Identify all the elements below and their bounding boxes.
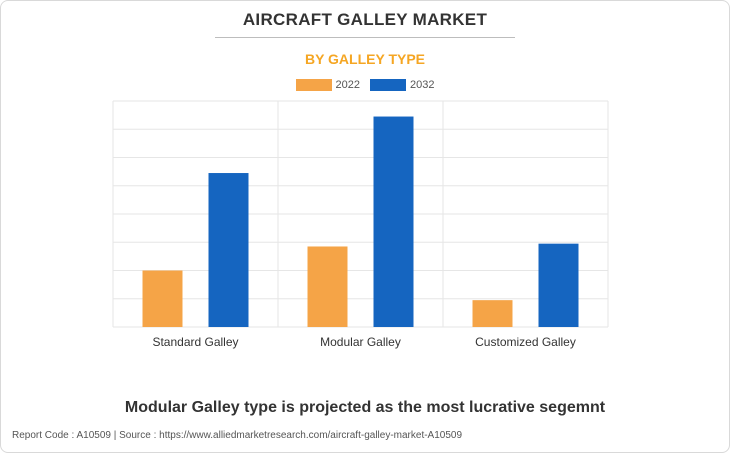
category-labels: Standard Galley Modular Galley Customized … — [152, 335, 575, 349]
key-finding: Modular Galley type is projected as the … — [124, 399, 606, 416]
legend-swatch-2032 — [370, 79, 406, 91]
title-divider — [215, 37, 515, 38]
grid-lines — [112, 100, 609, 328]
legend-item-2022[interactable]: 2022 — [295, 79, 360, 91]
source-line: Report Code : A10509 | Source : https://… — [12, 430, 463, 441]
bars — [142, 116, 579, 327]
chart-title: AIRCRAFT GALLEY MARKET — [242, 10, 488, 29]
chart-subtitle: BY GALLEY TYPE — [304, 51, 426, 67]
legend-label-2022: 2022 — [335, 79, 360, 91]
bar-2022-1 — [307, 246, 348, 327]
legend: 2022 2032 — [0, 79, 730, 91]
category-label: Standard Galley — [152, 335, 238, 349]
legend-label-2032: 2032 — [410, 79, 435, 91]
legend-item-2032[interactable]: 2032 — [370, 79, 434, 91]
legend-swatch-2022 — [295, 79, 332, 91]
bar-2032-1 — [373, 116, 414, 327]
bar-2022-0 — [142, 270, 183, 327]
bar-2022-2 — [472, 300, 513, 327]
bar-2032-0 — [208, 173, 249, 327]
category-label: Modular Galley — [320, 335, 401, 349]
bar-2032-2 — [538, 243, 579, 327]
category-label: Customized Galley — [475, 335, 576, 349]
